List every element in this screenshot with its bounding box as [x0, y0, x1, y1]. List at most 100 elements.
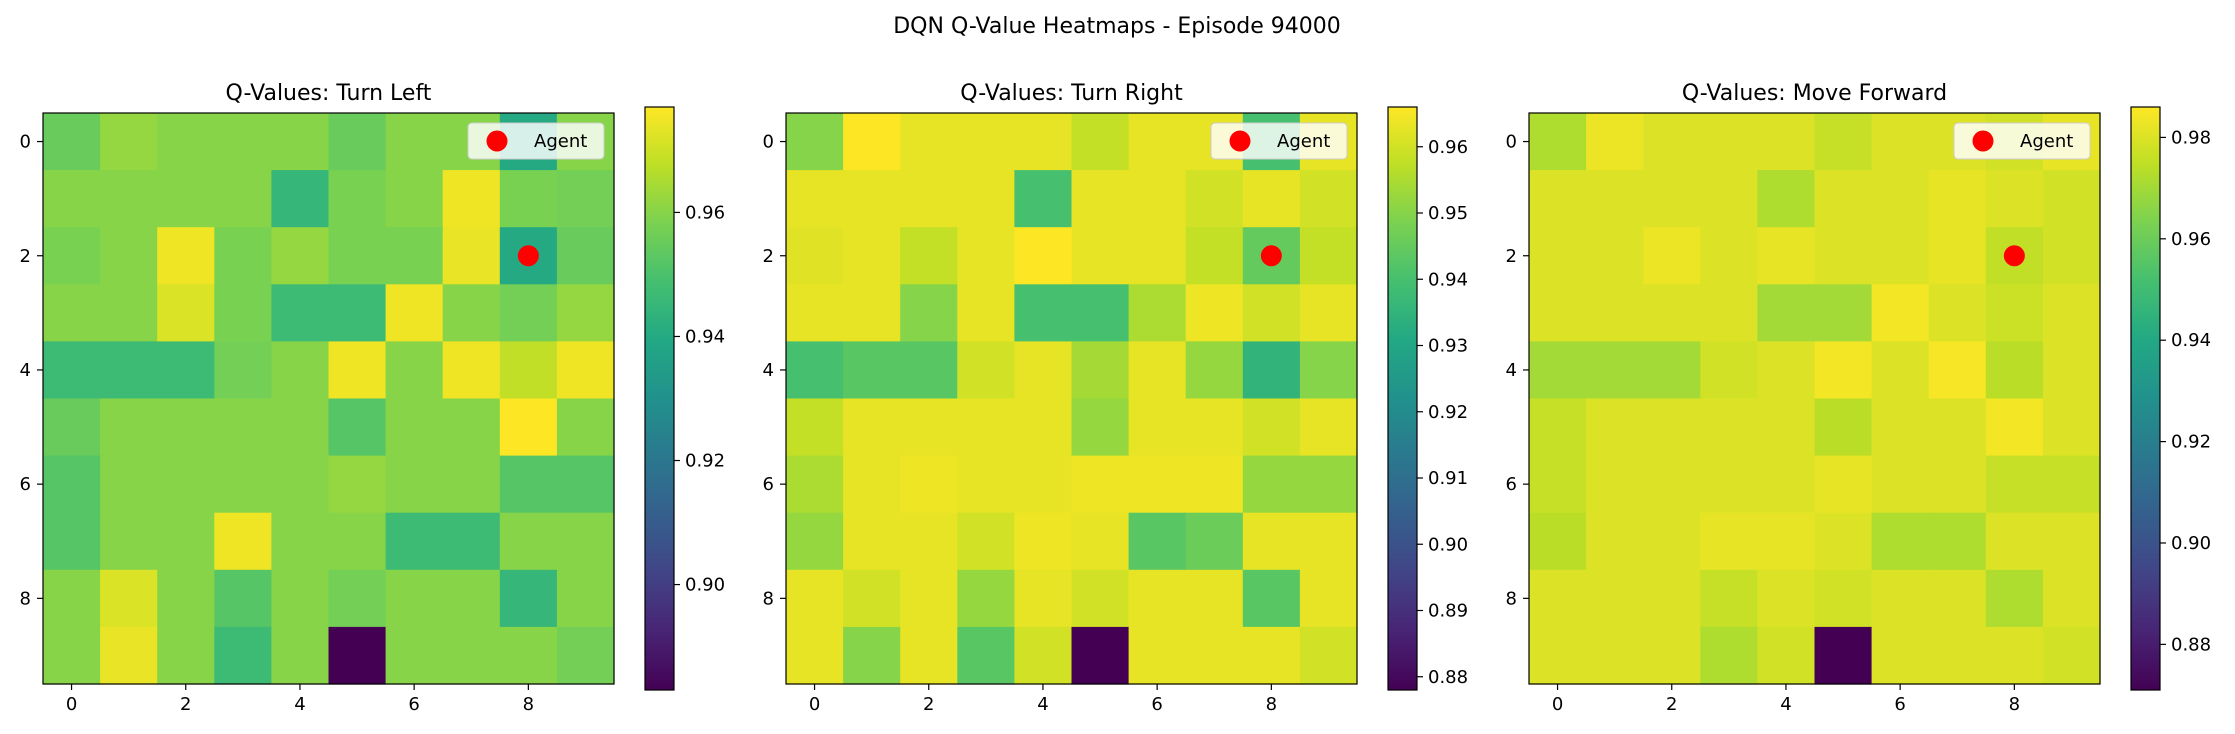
heatmap-cell — [786, 626, 844, 685]
heatmap-cell — [1299, 284, 1358, 342]
heatmap-cell — [1071, 569, 1130, 628]
colorbar: 0.88 0.90 0.92 0.94 0.96 0.98 — [2130, 106, 2211, 691]
heatmap-cell — [2042, 398, 2101, 457]
heatmap-cell — [1928, 284, 1987, 342]
heatmap-cell — [1242, 284, 1301, 342]
heatmap-cell — [271, 284, 330, 342]
heatmap-cell — [957, 398, 1015, 457]
panel-title: Q-Values: Move Forward — [1682, 81, 1947, 106]
legend-agent-marker — [486, 130, 508, 152]
heatmap-cell — [1700, 512, 1758, 571]
heatmap-cell — [1014, 569, 1073, 628]
heatmap-cell — [271, 170, 330, 228]
heatmap-cell — [1185, 455, 1244, 514]
heatmap-cell — [556, 512, 615, 571]
heatmap-cell — [157, 569, 215, 628]
heatmap-cell — [1071, 455, 1130, 514]
heatmap-cell — [100, 512, 158, 571]
colorbar-tick-label: 0.95 — [1428, 203, 1468, 224]
heatmap-frame — [1528, 112, 2101, 685]
heatmap-cell — [1928, 341, 1987, 400]
heatmap-cell — [100, 170, 158, 228]
heatmap-cell — [1871, 113, 1930, 171]
colorbar-tick-label: 0.96 — [685, 202, 725, 223]
heatmap-cell — [271, 626, 330, 685]
heatmap-cell — [1014, 398, 1073, 457]
heatmap-cell — [1871, 341, 1930, 400]
heatmap-cell — [100, 227, 158, 285]
heatmap-cell — [1814, 626, 1873, 685]
x-tick-label: 8 — [1266, 694, 1277, 715]
heatmap-cell — [385, 569, 444, 628]
heatmap-cell — [1814, 569, 1873, 628]
heatmap-cell — [43, 398, 101, 457]
heatmap-cell — [271, 455, 330, 514]
colorbar-tick-label: 0.89 — [1428, 601, 1468, 622]
colorbar: 0.88 0.89 0.90 0.91 0.92 0.93 0.94 0.95 0.96 — [1387, 106, 1468, 691]
heatmap-cell — [1928, 626, 1987, 685]
heatmap-cell — [43, 341, 101, 400]
heatmap-cell — [385, 398, 444, 457]
heatmap-cell — [1586, 227, 1644, 285]
heatmap-cell — [786, 398, 844, 457]
colorbar-tick-label: 0.98 — [2171, 127, 2211, 148]
heatmap-cell — [1242, 455, 1301, 514]
x-tick-label: 6 — [408, 694, 419, 715]
heatmap-cell — [1299, 512, 1358, 571]
heatmap-cell — [1242, 626, 1301, 685]
heatmap-cell — [43, 455, 101, 514]
heatmap-cell — [900, 398, 958, 457]
heatmap-cell — [1185, 398, 1244, 457]
heatmap-cell — [1014, 170, 1073, 228]
heatmap-cell — [1128, 227, 1187, 285]
heatmap-cell — [1128, 512, 1187, 571]
heatmap-cell — [1814, 113, 1873, 171]
heatmap-cell — [786, 512, 844, 571]
x-tick-label: 8 — [2009, 694, 2020, 715]
heatmap-cell — [900, 626, 958, 685]
heatmap-cell — [1586, 455, 1644, 514]
heatmap-cell — [1586, 398, 1644, 457]
heatmap-cell — [157, 341, 215, 400]
heatmap-cell — [1871, 626, 1930, 685]
heatmap-cell — [786, 284, 844, 342]
y-tick-label: 6 — [763, 474, 774, 495]
heatmap-cell — [2042, 227, 2101, 285]
heatmap-cell — [442, 284, 501, 342]
heatmap-cell — [1128, 341, 1187, 400]
heatmap-cell — [328, 113, 387, 171]
heatmap-cell — [214, 626, 272, 685]
heatmap-cell — [1757, 626, 1816, 685]
colorbar-gradient — [2130, 106, 2161, 691]
heatmap-cell — [556, 170, 615, 228]
heatmap-cell — [385, 341, 444, 400]
heatmap-cell — [157, 455, 215, 514]
heatmap-cell — [1814, 398, 1873, 457]
heatmap-cell — [1814, 170, 1873, 228]
heatmap-cell — [1643, 341, 1701, 400]
x-tick-label: 8 — [523, 694, 534, 715]
heatmap-cell — [556, 341, 615, 400]
heatmap-cells — [43, 113, 615, 685]
heatmap-cell — [1299, 569, 1358, 628]
legend-label: Agent — [1277, 131, 1330, 152]
heatmap-cell — [2042, 626, 2101, 685]
heatmap-cell — [2042, 455, 2101, 514]
heatmap-cell — [1242, 398, 1301, 457]
heatmap-cell — [1757, 455, 1816, 514]
heatmap-cell — [1757, 398, 1816, 457]
heatmap-cell — [2042, 512, 2101, 571]
legend-agent-marker — [1972, 130, 1994, 152]
heatmap-cell — [1700, 284, 1758, 342]
heatmap-cell — [1529, 227, 1587, 285]
heatmap-cell — [442, 341, 501, 400]
heatmap-cell — [100, 398, 158, 457]
heatmap-cell — [1071, 113, 1130, 171]
heatmap-cell — [957, 341, 1015, 400]
heatmap-cell — [1071, 227, 1130, 285]
heatmap-cell — [1814, 284, 1873, 342]
heatmap-cell — [556, 455, 615, 514]
heatmap-cell — [900, 512, 958, 571]
colorbar-gradient — [644, 106, 675, 691]
heatmap-cell — [271, 398, 330, 457]
